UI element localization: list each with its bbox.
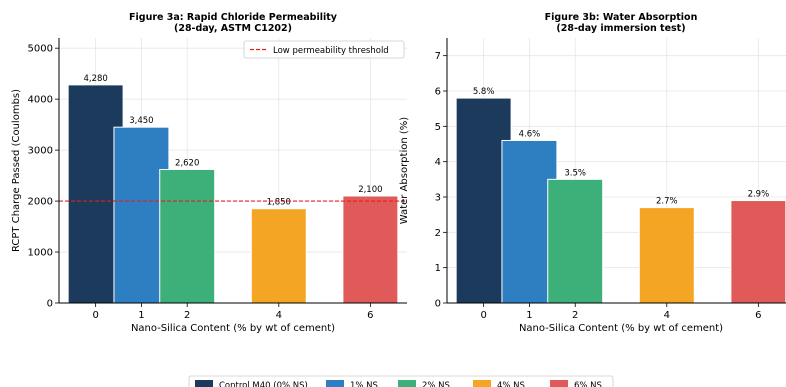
y-tick-label: 2 [435,228,441,239]
x-tick-label: 2 [184,310,190,321]
bar [547,178,604,304]
data-label: 2.9% [748,190,770,200]
data-label: 5.8% [473,87,495,97]
legend-swatch [398,380,416,387]
x-tick-label: 1 [138,310,144,321]
legend-swatch [195,380,213,387]
x-tick-label: 6 [755,310,761,321]
threshold-legend [243,40,405,59]
legend-label: 2% NS [422,381,450,387]
y-tick-label: 5 [435,122,441,133]
bar [250,208,307,304]
chart-rcpt: Figure 3a: Rapid Chloride Permeability (2… [11,12,407,334]
legend-label: 1% NS [350,381,378,387]
legend-label: 6% NS [574,381,602,387]
y-tick-label: 0 [435,299,441,310]
y-tick-label: 6 [435,87,441,98]
y-axis-label: RCPT Charge Passed (Coulombs) [11,89,22,252]
bar [159,168,216,304]
x-axis-label: Nano-Silica Content (% by wt of cement) [131,323,335,334]
data-label: 2.7% [656,197,678,207]
y-tick-label: 0 [47,299,53,310]
data-label: 3.5% [564,168,586,178]
data-label: 4,280 [83,74,107,84]
legend-label: 4% NS [497,381,525,387]
x-tick-label: 4 [664,310,670,321]
data-label: 4.6% [519,129,541,139]
y-tick-label: 4 [435,157,441,168]
data-label: 2,100 [358,185,382,195]
y-tick-label: 3000 [28,146,53,157]
x-tick-label: 4 [276,310,282,321]
chart-water-absorption: Figure 3b: Water Absorption (28-day immer… [399,12,786,334]
y-axis-label: Water Absorption (%) [399,117,410,224]
x-axis-label: Nano-Silica Content (% by wt of cement) [519,323,723,334]
y-tick-label: 2000 [28,197,53,208]
y-tick-label: 1 [435,263,441,274]
legend-swatch [326,380,344,387]
threshold-legend-label: Low permeability threshold [273,46,389,56]
x-tick-label: 1 [526,310,532,321]
x-tick-label: 6 [367,310,373,321]
bar [638,207,695,304]
legend: Control M40 (0% NS) 1% NS 2% NS 4% NS 6% NS [188,375,614,387]
legend-swatch [550,380,568,387]
y-tick-label: 4000 [28,95,53,106]
y-tick-label: 7 [435,51,441,62]
y-tick-label: 1000 [28,248,53,259]
x-tick-label: 0 [92,310,98,321]
data-label: 2,620 [175,158,199,168]
x-tick-label: 0 [480,310,486,321]
data-label: 3,450 [129,116,153,126]
y-tick-label: 5000 [28,44,53,55]
legend-label: Control M40 (0% NS) [219,381,308,387]
chart-title: Figure 3a: Rapid Chloride Permeability (2… [129,12,338,34]
y-tick-label: 3 [435,193,441,204]
data-label: 1,850 [267,198,291,208]
legend-swatch [473,380,491,387]
chart-title: Figure 3b: Water Absorption (28-day immer… [545,12,698,34]
bar [730,200,786,304]
bar [342,195,399,304]
x-tick-label: 2 [572,310,578,321]
